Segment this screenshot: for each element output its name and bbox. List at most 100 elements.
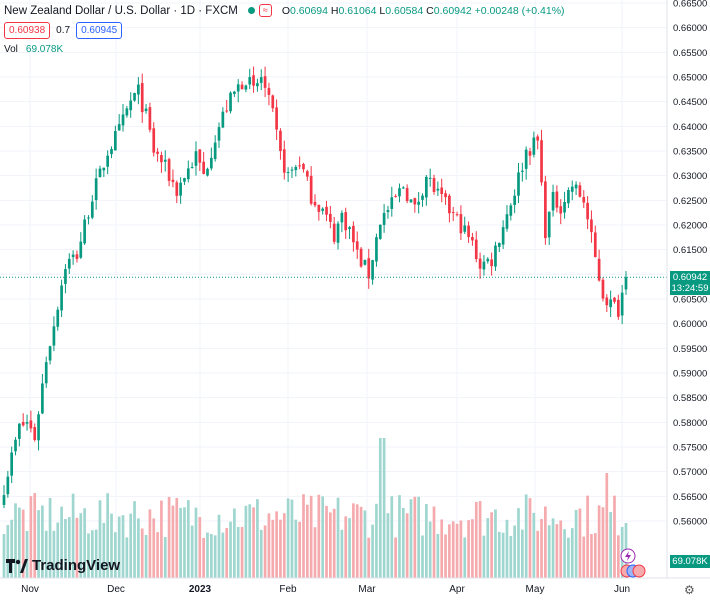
candle-body	[448, 195, 451, 214]
volume-bar	[206, 532, 209, 578]
volume-bar	[378, 438, 382, 578]
candle	[378, 224, 382, 240]
candle-body	[544, 181, 547, 239]
volume-bar	[18, 507, 21, 578]
candle-body	[44, 362, 48, 384]
candle-body	[194, 151, 198, 166]
time-axis[interactable]: Nov Dec 2023 Feb Mar Apr May Jun	[21, 584, 630, 595]
volume-bar	[106, 493, 110, 578]
candle	[613, 296, 616, 304]
volume-bar	[344, 516, 348, 578]
volume-bar	[302, 494, 305, 578]
volume-bar	[371, 524, 374, 578]
volume-legend: Vol 69.078K	[4, 44, 63, 55]
candle-body	[67, 258, 71, 269]
candle	[110, 146, 113, 159]
candle-body	[302, 164, 305, 170]
candle	[467, 221, 470, 243]
candle-body	[444, 193, 447, 198]
candle-body	[209, 157, 213, 169]
candle	[375, 233, 378, 267]
volume-bar	[286, 498, 290, 578]
y-tick-label: 0.59500	[673, 344, 707, 355]
candle-body	[432, 178, 436, 192]
volume-bar	[114, 532, 117, 578]
candle	[183, 177, 186, 185]
candle-body	[590, 219, 593, 233]
volume-bar	[282, 513, 286, 578]
candle	[436, 181, 440, 196]
volume-bar	[98, 500, 102, 578]
candle	[179, 177, 182, 204]
volume-bar	[551, 518, 555, 578]
volume-bar	[252, 507, 255, 578]
volume-bar	[194, 507, 198, 578]
volume-bar	[582, 536, 586, 578]
economic-events-icon[interactable]	[620, 564, 646, 578]
candle	[90, 195, 94, 220]
candle-body	[213, 142, 217, 160]
candle-body	[348, 227, 351, 230]
volume-bar	[248, 504, 252, 578]
candle-body	[294, 166, 298, 171]
price-axis[interactable]: 0.66500 0.66000 0.65500 0.65000 0.64500 0.640…	[673, 0, 707, 528]
gear-icon[interactable]: ⚙	[684, 583, 695, 597]
candle	[616, 294, 620, 320]
buy-button[interactable]: 0.60945	[76, 22, 123, 39]
candle-body	[94, 178, 98, 201]
candle-body	[413, 198, 417, 205]
volume-bar	[186, 500, 190, 578]
candle	[137, 77, 140, 105]
candle-body	[567, 189, 570, 204]
candle-body	[359, 248, 363, 267]
candle-body	[367, 258, 371, 279]
candle	[463, 216, 467, 235]
volume-bar	[601, 507, 605, 578]
volume-bar	[513, 525, 516, 578]
candle-body	[532, 137, 536, 155]
candle	[501, 220, 505, 249]
volume-bar	[294, 519, 298, 578]
tradingview-logo[interactable]: TradingView	[6, 557, 120, 574]
volume-bar	[56, 522, 60, 578]
candle	[524, 146, 528, 180]
volume-bar	[597, 505, 601, 578]
candle	[428, 168, 432, 187]
candle	[156, 148, 159, 162]
candle-body	[79, 241, 83, 258]
volume-bar	[179, 507, 182, 578]
candle	[471, 232, 474, 246]
volume-bar	[225, 528, 229, 578]
candle	[279, 128, 282, 160]
x-tick-label: Feb	[279, 584, 297, 595]
chart-grid	[0, 0, 667, 578]
volume-bar	[494, 509, 497, 578]
brand-name: TradingView	[32, 557, 121, 574]
volume-bar	[279, 519, 282, 578]
flash-icon[interactable]	[620, 548, 636, 564]
candle	[202, 152, 205, 175]
candle-body	[133, 93, 136, 101]
candle	[474, 231, 478, 263]
volume-bar	[544, 506, 547, 578]
candle	[455, 211, 459, 217]
candle	[398, 183, 401, 203]
candle	[171, 169, 175, 188]
candle-body	[425, 176, 428, 198]
candle	[517, 162, 520, 204]
candle	[544, 175, 547, 245]
candle-body	[144, 108, 148, 112]
candle	[490, 252, 493, 276]
volume-bar	[401, 507, 405, 578]
volume-bar	[567, 537, 570, 578]
symbol-title[interactable]: New Zealand Dollar / U.S. Dollar · 1D · …	[4, 4, 238, 17]
candle-body	[455, 214, 459, 216]
candle	[574, 181, 578, 196]
candle-body	[405, 188, 409, 202]
sell-button[interactable]: 0.60938	[4, 22, 51, 39]
candle-body	[156, 151, 159, 154]
candle-body	[263, 76, 267, 88]
y-tick-label: 0.58500	[673, 393, 707, 404]
volume-bar	[329, 512, 332, 578]
